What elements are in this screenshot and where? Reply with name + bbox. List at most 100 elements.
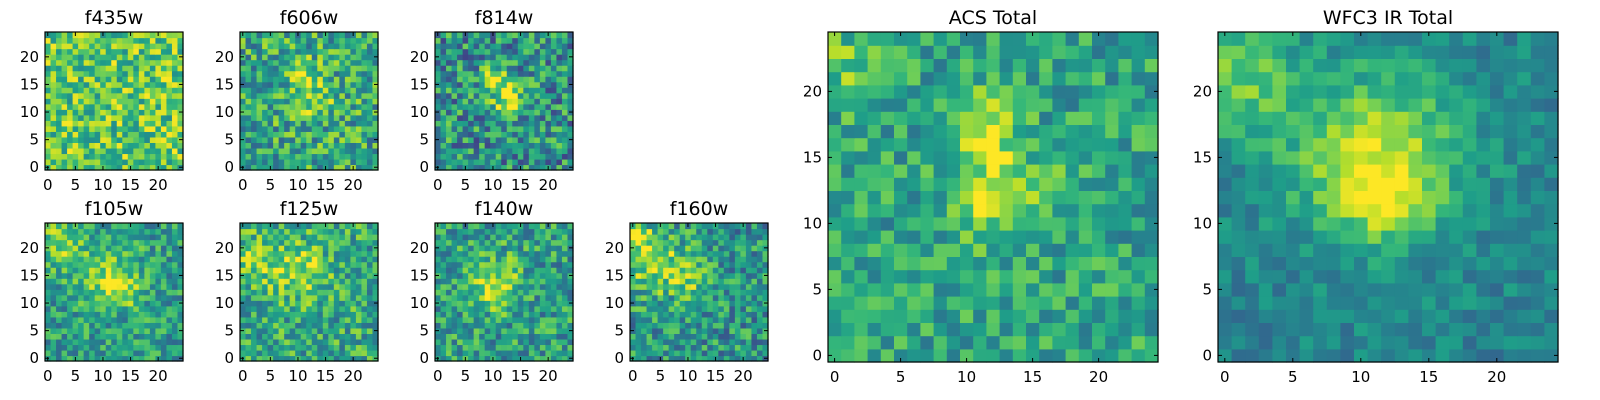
heatmap-cell (116, 245, 123, 252)
heatmap-cell (495, 125, 502, 132)
panel-title: f125w (280, 198, 339, 220)
heatmap-cell (867, 190, 882, 205)
heatmap-cell (479, 136, 486, 143)
heatmap-cell (350, 103, 357, 110)
heatmap-cell (339, 158, 346, 166)
heatmap-cell (567, 223, 574, 230)
heatmap-cell (556, 333, 563, 340)
heatmap-cell (289, 92, 296, 99)
heatmap-cell (668, 311, 675, 318)
heatmap-cell (734, 267, 741, 274)
heatmap-cell (641, 344, 648, 351)
heatmap-cell (160, 109, 168, 116)
heatmap-cell (561, 125, 569, 132)
heatmap-cell (333, 305, 340, 312)
heatmap-cell (999, 309, 1014, 323)
heatmap-cell (745, 316, 753, 323)
heatmap-cell (723, 228, 730, 235)
heatmap-cell (295, 305, 302, 312)
heatmap-cell (94, 316, 101, 323)
heatmap-cell (484, 164, 491, 171)
heatmap-cell (685, 322, 692, 329)
heatmap-cell (105, 311, 112, 318)
heatmap-cell (127, 305, 134, 312)
heatmap-cell (567, 43, 574, 50)
heatmap-cell (72, 120, 79, 127)
heatmap-cell (361, 92, 368, 99)
heatmap-cell (311, 294, 318, 301)
heatmap-cell (105, 43, 112, 50)
heatmap-cell (468, 131, 475, 138)
heatmap-cell (567, 267, 574, 274)
heatmap-cell (512, 109, 519, 116)
heatmap-cell (278, 223, 285, 230)
heatmap-cell (127, 48, 134, 55)
heatmap-cell (333, 92, 340, 99)
heatmap-cell (635, 300, 642, 307)
heatmap-cell (561, 250, 569, 257)
heatmap-cell (663, 355, 670, 362)
heatmap-cell (300, 59, 307, 66)
heatmap-cell (440, 120, 447, 127)
heatmap-cell (723, 267, 730, 274)
heatmap-cell (946, 309, 961, 323)
heatmap-cell (366, 344, 374, 351)
heatmap-cell (506, 103, 513, 110)
heatmap-cell (278, 349, 285, 357)
heatmap-cell (144, 65, 151, 72)
heatmap-cell (435, 349, 442, 357)
heatmap-cell (333, 87, 340, 94)
heatmap-cell (94, 322, 101, 329)
heatmap-cell (160, 278, 168, 285)
heatmap-cell (495, 81, 502, 88)
heatmap-cell (512, 228, 519, 235)
x-tick-label: 20 (734, 367, 753, 385)
heatmap-cell (256, 316, 263, 323)
heatmap-cell (78, 344, 85, 351)
heatmap-cell (267, 54, 274, 61)
heatmap-cell (61, 147, 68, 155)
heatmap-cell (756, 239, 764, 246)
heatmap-cell (278, 92, 285, 99)
heatmap-cell (177, 98, 184, 105)
heatmap-cell (534, 322, 541, 329)
heatmap-cell (366, 59, 374, 66)
heatmap-cell (740, 239, 747, 246)
heatmap-cell (295, 65, 302, 72)
heatmap-cell (539, 59, 546, 66)
heatmap-cell (72, 316, 79, 323)
heatmap-cell (1144, 335, 1159, 350)
heatmap-cell (72, 43, 79, 50)
heatmap-cell (300, 311, 307, 318)
heatmap-cell (490, 305, 497, 312)
heatmap-cell (122, 54, 129, 61)
heatmap-cell (78, 81, 85, 88)
heatmap-cell (635, 245, 642, 252)
heatmap-cell (696, 349, 703, 357)
heatmap-cell (550, 256, 558, 263)
heatmap-cell (1105, 282, 1119, 297)
heatmap-cell (468, 48, 475, 55)
heatmap-cell (641, 327, 648, 334)
heatmap-cell (144, 245, 151, 252)
y-tick-label: 0 (29, 349, 39, 367)
heatmap-cell (372, 283, 379, 290)
heatmap-cell (567, 48, 574, 55)
heatmap-cell (306, 245, 313, 252)
heatmap-cell (328, 131, 335, 138)
heatmap-cell (256, 349, 263, 357)
heatmap-cell (1131, 164, 1146, 178)
heatmap-cell (171, 32, 179, 39)
heatmap-cell (278, 327, 285, 334)
heatmap-cell (300, 344, 307, 351)
heatmap-cell (177, 59, 184, 66)
heatmap-cell (1078, 216, 1093, 231)
heatmap-cell (262, 278, 269, 285)
heatmap-cell (657, 239, 664, 246)
heatmap-cell (550, 54, 558, 61)
heatmap-cell (149, 228, 156, 235)
heatmap-cell (641, 239, 648, 246)
heatmap-cell (490, 54, 497, 61)
heatmap-cell (300, 103, 307, 110)
